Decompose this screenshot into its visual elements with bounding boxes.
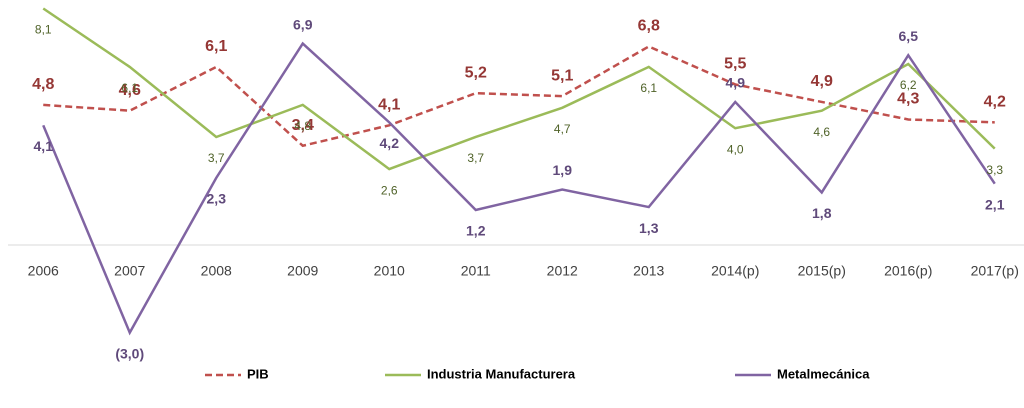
data-label: 6,2 [900,78,917,92]
data-label: 4,9 [726,75,746,91]
data-label: 6,8 [638,18,660,35]
x-tick-label: 2010 [374,263,405,279]
data-label: 6,1 [640,81,657,95]
x-tick-label: 2014(p) [711,263,759,279]
data-label: 4,0 [727,142,744,156]
data-label: (3,0) [115,345,144,361]
data-label: 1,2 [466,223,486,239]
data-label: 3,7 [467,151,484,165]
x-tick-label: 2006 [28,263,59,279]
data-label: 6,1 [121,81,138,95]
x-tick-label: 2013 [633,263,664,279]
x-tick-label: 2008 [201,263,232,279]
data-label: 4,2 [984,94,1006,111]
data-label: 3,3 [986,163,1003,177]
x-tick-label: 2011 [461,263,491,279]
data-label: 6,5 [899,28,919,44]
data-label: 1,3 [639,220,659,236]
data-label: 1,9 [553,162,573,178]
x-tick-label: 2009 [287,263,318,279]
data-label: 4,9 [811,73,833,90]
legend-label: Metalmecánica [777,366,870,381]
data-label: 6,9 [293,16,313,32]
data-label: 4,1 [378,97,400,114]
series-line [42,41,996,336]
x-tick-label: 2007 [114,263,145,279]
x-tick-label: 2016(p) [884,263,932,279]
x-tick-label: 2017(p) [971,263,1019,279]
data-label: 5,5 [724,56,746,73]
data-label: 5,2 [465,64,487,81]
data-label: 2,1 [985,196,1005,212]
legend-label: PIB [247,366,269,381]
data-label: 4,1 [34,138,54,154]
x-tick-label: 2015(p) [798,263,846,279]
data-label: 4,8 [294,119,311,133]
data-label: 2,6 [381,183,398,197]
data-label: 8,1 [35,23,52,37]
data-label: 4,3 [897,91,919,108]
data-label: 3,7 [208,151,225,165]
series-line [42,7,996,171]
legend-label: Industria Manufacturera [427,366,576,381]
data-label: 4,7 [554,122,571,136]
data-label: 3,4 [292,117,314,134]
data-label: 4,6 [813,125,830,139]
data-label: 5,1 [551,67,573,84]
data-label: 4,6 [119,82,141,99]
series-line [43,45,995,148]
data-label: 4,8 [32,76,54,93]
data-label: 1,8 [812,205,832,221]
data-label: 6,1 [205,38,227,55]
x-tick-label: 2012 [547,263,578,279]
data-label: 4,2 [380,135,400,151]
data-label: 2,3 [207,191,227,207]
